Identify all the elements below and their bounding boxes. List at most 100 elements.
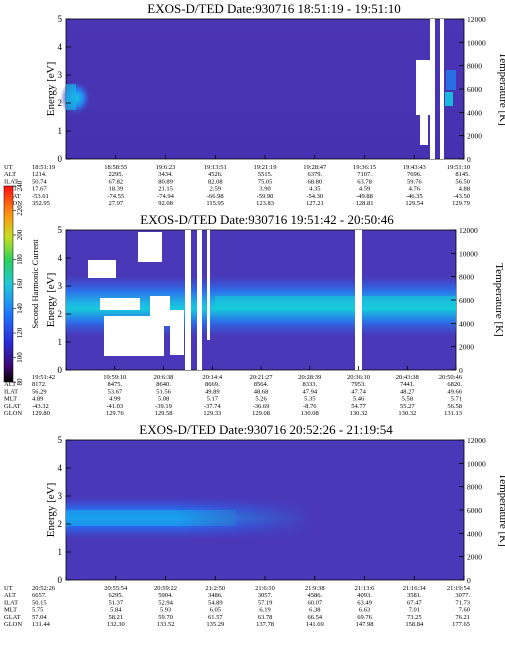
orbit-cell: 3581. [407,592,422,599]
data-gap [416,60,432,115]
orbit-cell: 7696. [407,171,422,178]
panel-2-right-axis: 0 2000 4000 6000 8000 10000 12000 [451,226,478,375]
ytick-label: 0 [58,365,63,375]
orbit-cell: 27.97 [108,200,123,207]
ytick-label: 2 [58,519,63,529]
panel-1-title: EXOS-D/TED Date:930716 18:51:19 - 19:51:… [147,1,400,16]
orbit-cell: 53.67 [107,388,122,395]
orbit-cell: 19:59:10 [103,374,126,381]
ytick-label: 1 [58,547,63,557]
panel-3-title: EXOS-D/TED Date:930716 20:52:26 - 21:19:… [139,422,393,437]
orbit-cell: 2295. [108,171,123,178]
ytick-label: 3 [58,70,63,80]
orbit-cell: 4093. [357,592,372,599]
orbit-cell: 59.76 [407,178,422,185]
orbit-cell: 47.74 [351,388,366,395]
orbit-cell: 3434. [158,171,173,178]
orbit-cell: 177.65 [452,621,470,628]
orbit-cell: 71.73 [455,599,470,606]
data-gap [355,230,362,370]
rtick-label: 2000 [467,132,482,141]
orbit-cell: 48.68 [254,388,269,395]
orbit-cell: -74.94 [157,193,175,200]
orbit-cell: 5.71 [451,396,462,403]
ytick-label: 1 [58,337,63,347]
colorbar-tick-label: 220 [16,205,24,216]
rtick-label: 6000 [467,506,482,515]
ytick-label: 0 [58,154,63,164]
orbit-row-label: UT [4,585,13,592]
orbit-cell: 130.32 [350,410,368,417]
orbit-cell: 4.88 [459,186,470,193]
orbit-cell: -54.30 [306,193,323,200]
orbit-row-label: GLAT [4,403,21,410]
orbit-cell: -46.35 [406,193,423,200]
orbit-cell: 57.19 [258,599,273,606]
orbit-row-label: ILAT [4,388,18,395]
orbit-cell: 5904. [158,592,173,599]
rtick-label: 12000 [467,436,486,445]
orbit-cell: 8475. [107,381,122,388]
orbit-cell: 131.13 [444,410,462,417]
orbit-cell: 137.78 [256,621,274,628]
orbit-cell: -8.76 [303,403,317,410]
orbit-cell: 129.80 [32,410,50,417]
orbit-cell: -39.19 [155,403,172,410]
orbit-cell: 132.30 [107,621,125,628]
panel-1-orbit-table: UTALTILATMLTGLATGLON18:51:191214.50.7417… [4,164,470,207]
orbit-cell: 8640. [156,381,171,388]
orbit-cell: 50.15 [32,599,47,606]
rtick-label: 0 [459,366,463,375]
panel-2-data-gaps [88,230,362,370]
ytick-label: 4 [58,42,63,52]
orbit-cell: 59.70 [158,614,173,621]
rtick-label: 12000 [459,226,478,235]
orbit-cell: 6295. [108,592,123,599]
orbit-cell: -36.69 [253,403,270,410]
orbit-cell: 6379. [307,171,322,178]
rtick-label: 4000 [467,529,482,538]
ytick-label: 4 [58,253,63,263]
orbit-cell: 20:59:22 [154,585,177,592]
colorbar-tick-label: 140 [16,303,24,314]
orbit-cell: 21:6:10 [255,585,275,592]
orbit-cell: 6.05 [210,607,221,614]
orbit-cell: -41.03 [106,403,123,410]
rtick-label: 0 [467,155,471,164]
orbit-cell: 4.35 [309,186,320,193]
orbit-cell: 6.63 [359,607,370,614]
colorbar-tick-label: 160 [16,278,24,289]
panel-1-left-axis: 0 1 2 3 4 5 [58,14,465,164]
orbit-cell: 4.89 [32,396,43,403]
panel-3-left-axis: 0 1 2 3 4 5 [58,435,465,585]
orbit-cell: 19:36:15 [353,164,376,171]
orbit-cell: -49.88 [356,193,373,200]
orbit-cell: 5.08 [158,396,169,403]
panel-1: EXOS-D/TED Date:930716 18:51:19 - 19:51:… [4,1,505,207]
panel-2-orbit-table: UTALTILATMLTGLATGLON19:51:428172.56.294.… [4,374,463,417]
orbit-cell: -37.74 [204,403,222,410]
orbit-cell: 5.75 [32,607,43,614]
orbit-cell: 8669. [205,381,220,388]
orbit-cell: 6.38 [309,607,320,614]
orbit-cell: 20:36:10 [347,374,370,381]
orbit-cell: 20:6:38 [154,374,174,381]
orbit-cell: 19:6:23 [156,164,176,171]
orbit-cell: 19:28:47 [303,164,327,171]
orbit-cell: 6.19 [259,607,270,614]
orbit-cell: -59.90 [257,193,274,200]
data-gap [430,19,435,159]
orbit-cell: 141.69 [306,621,324,628]
orbit-cell: 3486. [208,592,223,599]
orbit-cell: 7.60 [459,607,470,614]
colorbar-tick-label: 100 [16,352,24,363]
data-gap [100,298,140,310]
orbit-cell: 3077. [455,592,470,599]
orbit-row-label: ILAT [4,599,18,606]
rtick-label: 0 [467,576,471,585]
orbit-cell: -74.55 [107,193,124,200]
orbit-cell: 18.39 [108,186,123,193]
orbit-cell: 8333. [302,381,317,388]
orbit-cell: 51.37 [108,599,123,606]
